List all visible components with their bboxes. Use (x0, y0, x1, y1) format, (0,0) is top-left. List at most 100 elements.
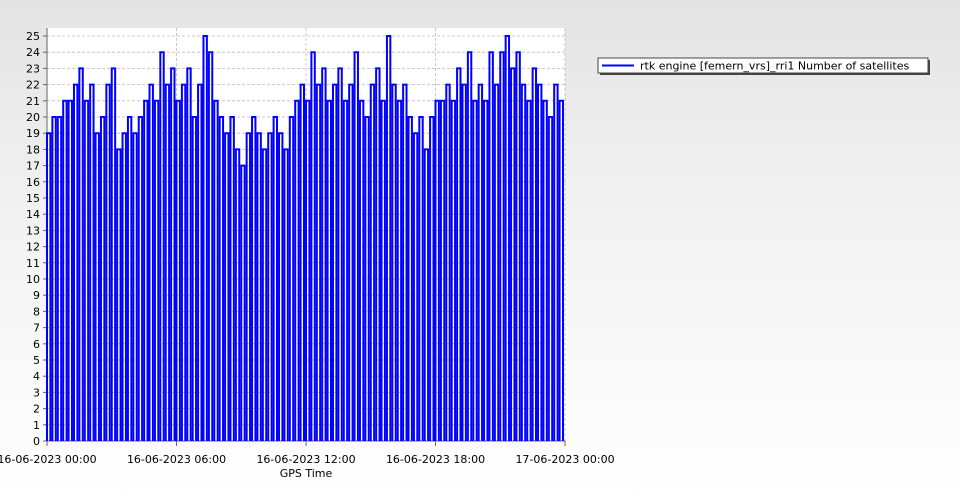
data-pulse (159, 51, 165, 441)
data-pulse (288, 116, 295, 441)
data-pulse (353, 51, 359, 441)
data-pulse (520, 83, 527, 441)
x-tick-label: 17-06-2023 00:00 (515, 453, 614, 466)
y-tick-label: 16 (26, 176, 40, 189)
data-pulse (337, 67, 343, 441)
data-pulse (89, 83, 95, 441)
data-pulse (78, 67, 84, 441)
data-pulse (396, 99, 403, 441)
data-pulse (342, 99, 349, 441)
data-pulse (213, 99, 219, 441)
data-pulse (299, 83, 305, 441)
data-pulse (94, 132, 100, 441)
data-pulse (380, 99, 386, 441)
y-tick-label: 15 (26, 192, 40, 205)
data-pulse (51, 116, 57, 441)
data-pulse (56, 116, 63, 441)
data-pulse (191, 116, 198, 441)
y-tick-label: 4 (33, 370, 40, 383)
y-tick-label: 6 (33, 338, 40, 351)
data-pulse (305, 99, 311, 441)
data-pulse (326, 99, 332, 441)
y-tick-label: 17 (26, 160, 40, 173)
y-tick-label: 18 (26, 143, 40, 156)
y-tick-label: 11 (26, 257, 40, 270)
y-tick-label: 1 (33, 419, 40, 432)
data-pulse (116, 148, 122, 441)
data-pulse (493, 83, 500, 441)
data-pulse (224, 132, 230, 441)
data-pulse (385, 35, 392, 441)
data-pulse (369, 83, 376, 441)
y-tick-label: 0 (33, 435, 40, 448)
data-pulse (488, 51, 494, 441)
data-pulse (62, 99, 68, 441)
data-pulse (407, 116, 413, 441)
data-pulse (46, 132, 52, 441)
data-pulse (202, 35, 208, 441)
y-tick-label: 13 (26, 224, 40, 237)
data-pulse (358, 99, 365, 441)
data-pulse (558, 99, 564, 441)
y-tick-label: 3 (33, 386, 40, 399)
data-pulse (348, 83, 354, 441)
data-pulse (251, 116, 257, 441)
data-pulse (429, 116, 435, 441)
data-pulse (439, 99, 446, 441)
data-pulse (321, 67, 327, 441)
data-pulse (67, 99, 73, 441)
y-tick-label: 21 (26, 95, 40, 108)
y-tick-label: 23 (26, 62, 40, 75)
data-pulse (229, 116, 235, 441)
data-pulse (137, 116, 144, 441)
data-pulse (294, 99, 300, 441)
data-pulse (272, 116, 279, 441)
data-pulse (218, 116, 225, 441)
data-pulse (477, 83, 484, 441)
data-pulse (175, 99, 181, 441)
data-pulse (364, 116, 370, 441)
y-tick-label: 20 (26, 111, 40, 124)
data-pulse (72, 83, 79, 441)
y-tick-label: 7 (33, 322, 40, 335)
data-pulse (418, 116, 424, 441)
data-pulse (105, 83, 111, 441)
data-pulse (283, 148, 289, 441)
data-pulse (315, 83, 322, 441)
data-pulse (180, 83, 187, 441)
y-tick-label: 2 (33, 403, 40, 416)
y-tick-label: 12 (26, 241, 40, 254)
data-pulse (553, 83, 559, 441)
y-tick-label: 5 (33, 354, 40, 367)
x-tick-label: 16-06-2023 18:00 (386, 453, 485, 466)
x-tick-label: 16-06-2023 00:00 (0, 453, 97, 466)
data-pulse (267, 132, 273, 441)
data-pulse (240, 164, 246, 441)
data-pulse (110, 67, 117, 441)
data-pulse (461, 83, 467, 441)
legend-box (597, 57, 929, 74)
data-pulse (256, 132, 262, 441)
data-pulse (472, 99, 478, 441)
data-pulse (278, 132, 284, 441)
data-pulse (466, 51, 473, 441)
data-pulse (499, 51, 505, 441)
y-tick-label: 8 (33, 305, 40, 318)
data-pulse (197, 83, 203, 441)
data-pulse (510, 67, 516, 441)
y-tick-label: 22 (26, 79, 40, 92)
data-pulse (434, 99, 440, 441)
data-pulse (261, 148, 268, 441)
data-pulse (542, 99, 548, 441)
data-pulse (83, 99, 90, 441)
data-pulse (234, 148, 241, 441)
data-pulse (526, 99, 532, 441)
data-pulse (99, 116, 106, 441)
data-pulse (391, 83, 397, 441)
data-pulse (504, 35, 511, 441)
data-pulse (186, 67, 192, 441)
y-tick-label: 9 (33, 289, 40, 302)
y-tick-label: 19 (26, 127, 40, 140)
